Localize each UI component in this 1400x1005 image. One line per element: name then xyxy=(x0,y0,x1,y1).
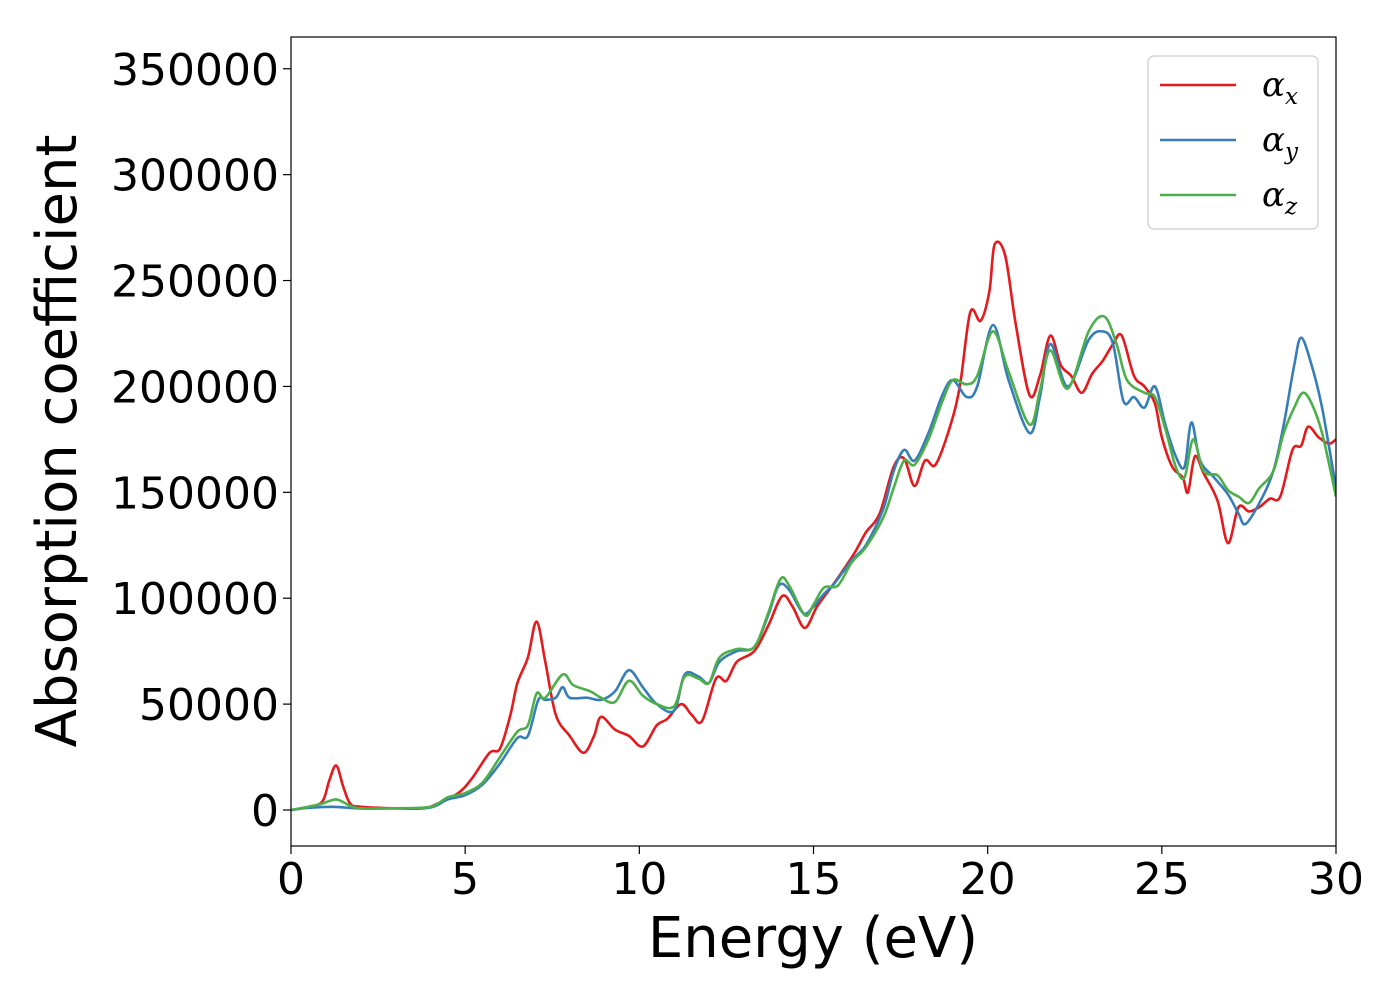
y-tick-label: 250000 xyxy=(111,257,279,308)
y-tick-label: 0 xyxy=(251,786,279,837)
y-tick-label: 50000 xyxy=(139,680,279,731)
series-line-y xyxy=(291,323,1336,812)
legend-box xyxy=(1147,55,1319,230)
x-tick-label: 15 xyxy=(786,854,842,905)
x-tick-label: 30 xyxy=(1308,854,1364,905)
x-tick-label: 10 xyxy=(611,854,667,905)
y-axis: 0 50000 100000 150000 200000 250000 300000 3500… xyxy=(111,45,291,837)
series-line-x xyxy=(291,240,1336,812)
y-tick-label: 300000 xyxy=(111,151,279,202)
x-tick-label: 5 xyxy=(451,854,479,905)
y-tick-label: 150000 xyxy=(111,468,279,519)
x-tick-label: 25 xyxy=(1134,854,1190,905)
x-tick-label: 20 xyxy=(960,854,1016,905)
series-line-z xyxy=(291,314,1336,812)
series-layer xyxy=(291,240,1336,812)
x-tick-label: 0 xyxy=(277,854,305,905)
y-tick-label: 200000 xyxy=(111,362,279,413)
y-tick-label: 100000 xyxy=(111,574,279,625)
y-tick-label: 350000 xyxy=(111,45,279,96)
x-axis: 0 5 10 15 20 25 30 xyxy=(277,846,1364,905)
x-axis-label: Energy (eV) xyxy=(648,906,978,971)
y-axis-label: Absorption coefficient xyxy=(25,135,90,748)
